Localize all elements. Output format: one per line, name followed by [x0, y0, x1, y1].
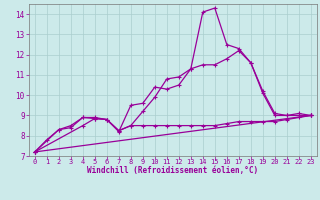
X-axis label: Windchill (Refroidissement éolien,°C): Windchill (Refroidissement éolien,°C) — [87, 166, 258, 175]
